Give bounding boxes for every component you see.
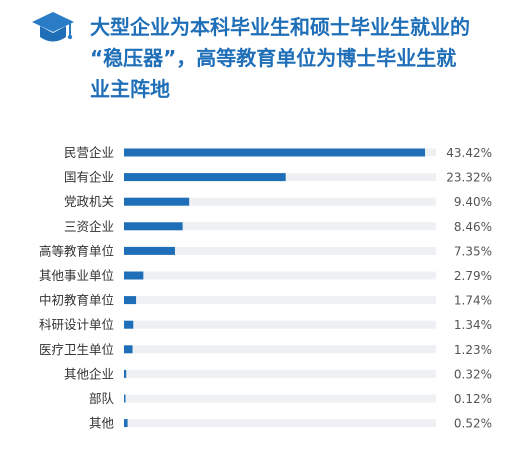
bar: [124, 419, 128, 428]
bar: [124, 394, 126, 403]
category-label: 党政机关: [64, 194, 114, 209]
category-label: 民营企业: [64, 145, 114, 160]
category-label: 其他企业: [64, 366, 114, 381]
bar-track: [124, 320, 436, 329]
bar: [124, 369, 127, 378]
graduation-cap-icon: [32, 12, 74, 42]
chart-title: 大型企业为本科毕业生和硕士毕业生就业的 “稳压器”，高等教育单位为博士毕业生就 …: [90, 12, 490, 105]
bar: [124, 173, 286, 182]
value-label: 0.32%: [454, 367, 492, 381]
value-label: 1.34%: [454, 318, 492, 332]
value-label: 23.32%: [446, 171, 492, 185]
title-line: “稳压器”，高等教育单位为博士毕业生就: [90, 46, 457, 70]
value-label: 0.12%: [454, 392, 492, 406]
value-label: 1.74%: [454, 294, 492, 308]
bar-track: [124, 222, 436, 231]
bar: [124, 271, 144, 280]
value-label: 7.35%: [454, 244, 492, 258]
bar: [124, 320, 134, 329]
bar-track: [124, 246, 436, 255]
value-label: 1.23%: [454, 343, 492, 357]
category-label: 高等教育单位: [39, 243, 114, 258]
category-label: 其他: [89, 416, 115, 431]
bar: [124, 345, 133, 354]
bar-track: [124, 369, 436, 378]
category-label: 部队: [89, 391, 115, 406]
category-label: 其他事业单位: [39, 268, 114, 283]
value-label: 8.46%: [454, 220, 492, 234]
title-line: 大型企业为本科毕业生和硕士毕业生就业的: [90, 15, 470, 39]
value-label: 2.79%: [454, 269, 492, 283]
value-label: 43.42%: [446, 146, 492, 160]
bar-track: [124, 197, 436, 206]
bar-track: [124, 345, 436, 354]
bar: [124, 222, 183, 231]
bar: [124, 246, 175, 255]
bar: [124, 296, 137, 305]
bar: [124, 148, 426, 157]
bar: [124, 197, 190, 206]
bar-track: [124, 271, 436, 280]
title-line: 业主阵地: [90, 77, 170, 101]
bar-track: [124, 296, 436, 305]
category-label: 三资企业: [64, 219, 114, 234]
bar-track: [124, 419, 436, 428]
category-label: 国有企业: [64, 170, 114, 185]
value-label: 0.52%: [454, 417, 492, 431]
category-label: 医疗卫生单位: [39, 342, 114, 357]
value-label: 9.40%: [454, 195, 492, 209]
bar-track: [124, 394, 436, 403]
category-label: 科研设计单位: [39, 317, 114, 332]
category-label: 中初教育单位: [39, 293, 114, 308]
